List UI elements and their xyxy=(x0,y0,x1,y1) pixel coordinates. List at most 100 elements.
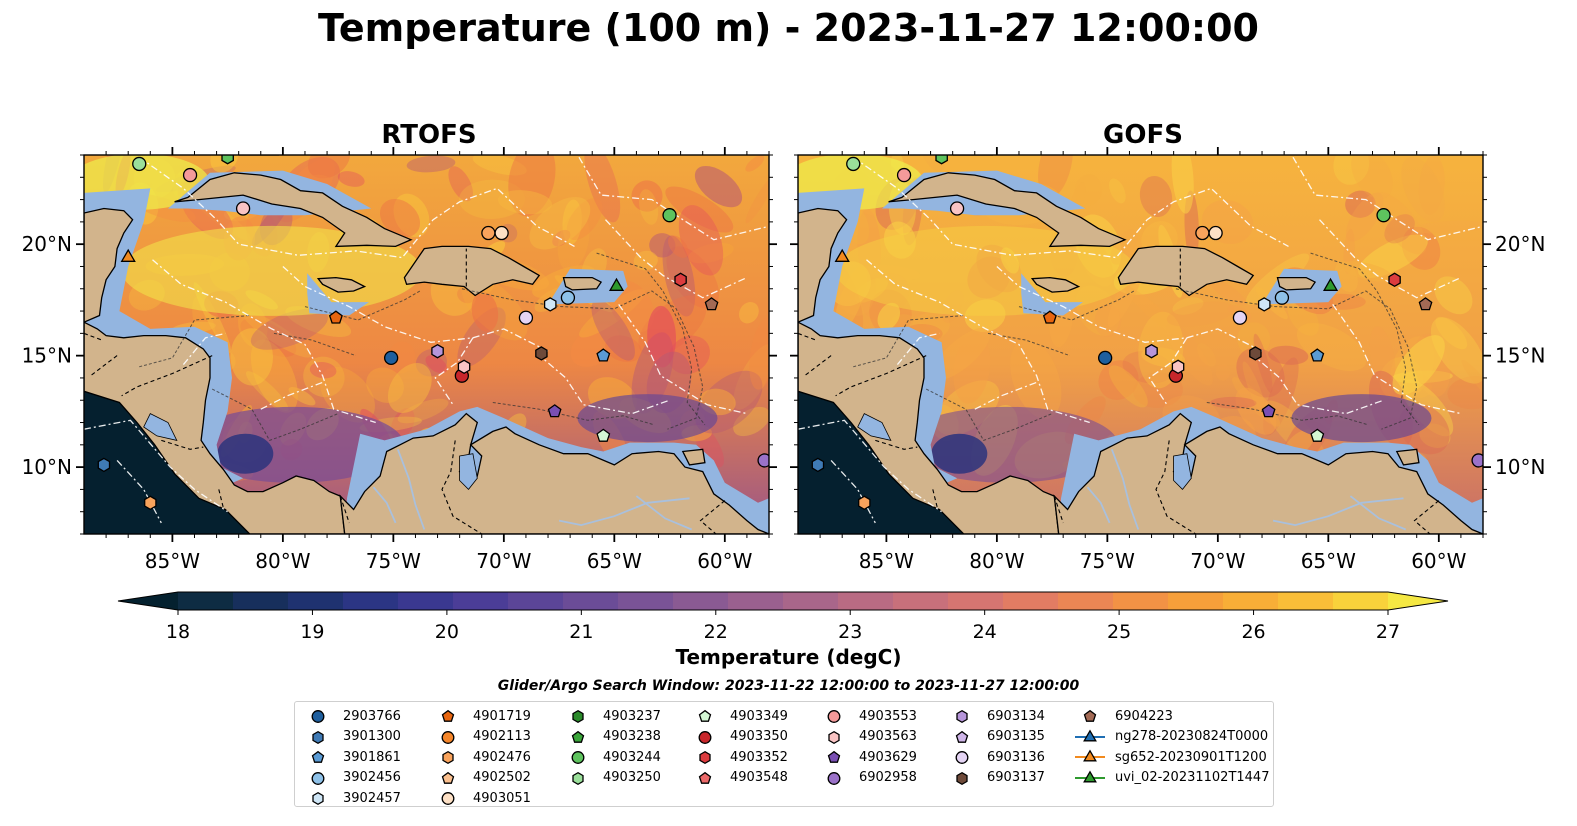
legend-label: 3901861 xyxy=(343,749,401,765)
legend-item: 4903238 xyxy=(563,727,661,748)
float-marker xyxy=(97,457,111,473)
legend-item: 4903553 xyxy=(819,706,917,727)
float-marker xyxy=(1310,428,1325,442)
legend-label: 4903350 xyxy=(730,729,788,745)
legend-marker-icon xyxy=(698,771,712,784)
colorbar-label: Temperature (degC) xyxy=(675,645,902,669)
legend-label: 2903766 xyxy=(343,708,401,724)
colorbar-extend-min xyxy=(118,592,178,610)
float-marker xyxy=(596,348,611,362)
land-yucatan xyxy=(798,207,848,323)
legend-marker-icon xyxy=(441,792,455,806)
gofs-map-title: GOFS xyxy=(1103,120,1183,150)
float-marker xyxy=(560,290,576,305)
colorbar-segment xyxy=(1223,592,1279,610)
legend-label: 4901719 xyxy=(473,708,531,724)
legend-marker xyxy=(441,710,455,723)
legend-item: 4903250 xyxy=(563,768,661,789)
colorbar-segment xyxy=(398,592,454,610)
float-marker xyxy=(543,297,557,312)
float-marker xyxy=(1471,453,1483,468)
legend-marker-icon xyxy=(571,751,585,765)
colorbar-tick-label: 26 xyxy=(1241,621,1265,643)
float-marker xyxy=(608,277,625,291)
land-central xyxy=(798,321,1060,534)
map-frame xyxy=(797,154,1484,535)
colorbar-segment xyxy=(1113,592,1169,610)
float-marker xyxy=(182,167,198,183)
float-marker xyxy=(481,225,496,241)
legend-column: 4901719 4902113 4902476 4902502 4903051 xyxy=(433,706,531,809)
shelf-area xyxy=(307,273,369,316)
eez-boundary xyxy=(282,266,549,352)
legend-marker xyxy=(571,751,585,765)
float-marker xyxy=(1145,343,1158,359)
legend-item: 6903134 xyxy=(947,706,1045,727)
eez-boundary xyxy=(798,419,942,513)
eez-boundary xyxy=(896,332,940,366)
lon-tick-label: 80°W xyxy=(969,549,1024,573)
legend-marker-icon xyxy=(311,751,325,764)
legend-label: 4903352 xyxy=(730,749,788,765)
lat-tick-label: 15°N xyxy=(22,344,72,368)
legend-item: 4903350 xyxy=(690,727,788,748)
legend-marker xyxy=(1083,770,1097,783)
colorbar-segment xyxy=(618,592,674,610)
legend-marker xyxy=(312,792,324,806)
float-marker xyxy=(1208,225,1223,241)
legend-marker-icon xyxy=(956,710,968,724)
legend-marker-icon xyxy=(1075,729,1105,742)
legend-marker-icon xyxy=(827,710,841,724)
land-jamaica xyxy=(1030,276,1081,293)
land-floridaKeys xyxy=(952,155,994,156)
float-marker xyxy=(1171,359,1185,375)
legend-item: 4902476 xyxy=(433,747,531,768)
float-marker xyxy=(235,201,251,216)
legend-marker-icon xyxy=(312,792,324,806)
legend-marker-icon xyxy=(828,730,840,744)
legend-column: 4903553 4903563 4903629 6902958 xyxy=(819,706,917,788)
eez-boundary xyxy=(84,419,228,513)
eez-boundary xyxy=(152,259,376,424)
colorbar-segment xyxy=(343,592,399,610)
lon-tick-label: 85°W xyxy=(145,549,200,573)
float-marker xyxy=(704,297,719,311)
legend-label: 4903051 xyxy=(473,790,531,806)
legend-label: 6903134 xyxy=(987,708,1045,724)
land-hispaniola xyxy=(1117,245,1255,297)
colorbar-segment xyxy=(1168,592,1224,610)
colorbar-tick-label: 24 xyxy=(973,621,997,643)
land-trinidad xyxy=(1395,448,1420,466)
legend-marker xyxy=(1083,729,1097,742)
eez-boundary xyxy=(618,304,748,415)
colorbar-segment xyxy=(453,592,509,610)
legend-marker xyxy=(955,751,969,765)
legend-marker-icon xyxy=(571,730,585,743)
legend-marker-icon xyxy=(311,710,325,724)
legend-marker-icon xyxy=(955,730,969,743)
eez-boundary xyxy=(852,156,1289,259)
lat-tick-label: 15°N xyxy=(1495,344,1545,368)
legend-marker-icon xyxy=(1075,770,1105,783)
legend-marker xyxy=(311,751,325,764)
lat-tick-label: 20°N xyxy=(22,232,72,256)
colorbar-tick-label: 27 xyxy=(1376,621,1400,643)
float-marker xyxy=(674,272,687,288)
legend-label: ng278-20230824T0000 xyxy=(1115,729,1269,745)
colorbar-segment xyxy=(1058,592,1114,610)
legend-item: 4903548 xyxy=(690,768,788,789)
legend-marker-icon xyxy=(441,730,455,744)
eez-boundary xyxy=(866,259,1090,424)
legend-marker xyxy=(1083,749,1097,762)
colorbar-tick-label: 20 xyxy=(435,621,459,643)
legend-label: 6903136 xyxy=(987,749,1045,765)
legend-item: 4903352 xyxy=(690,747,788,768)
float-marker xyxy=(896,167,912,183)
colorbar-segment xyxy=(783,592,839,610)
legend-column: 6904223 ng278-20230824T0000 sg652-20230901… xyxy=(1075,706,1269,788)
legend-label: 6903135 xyxy=(987,729,1045,745)
legend-label: 4903548 xyxy=(730,770,788,786)
legend-item: ng278-20230824T0000 xyxy=(1075,727,1269,748)
legend-item: 4903051 xyxy=(433,788,531,809)
legend-label: 6902958 xyxy=(859,770,917,786)
